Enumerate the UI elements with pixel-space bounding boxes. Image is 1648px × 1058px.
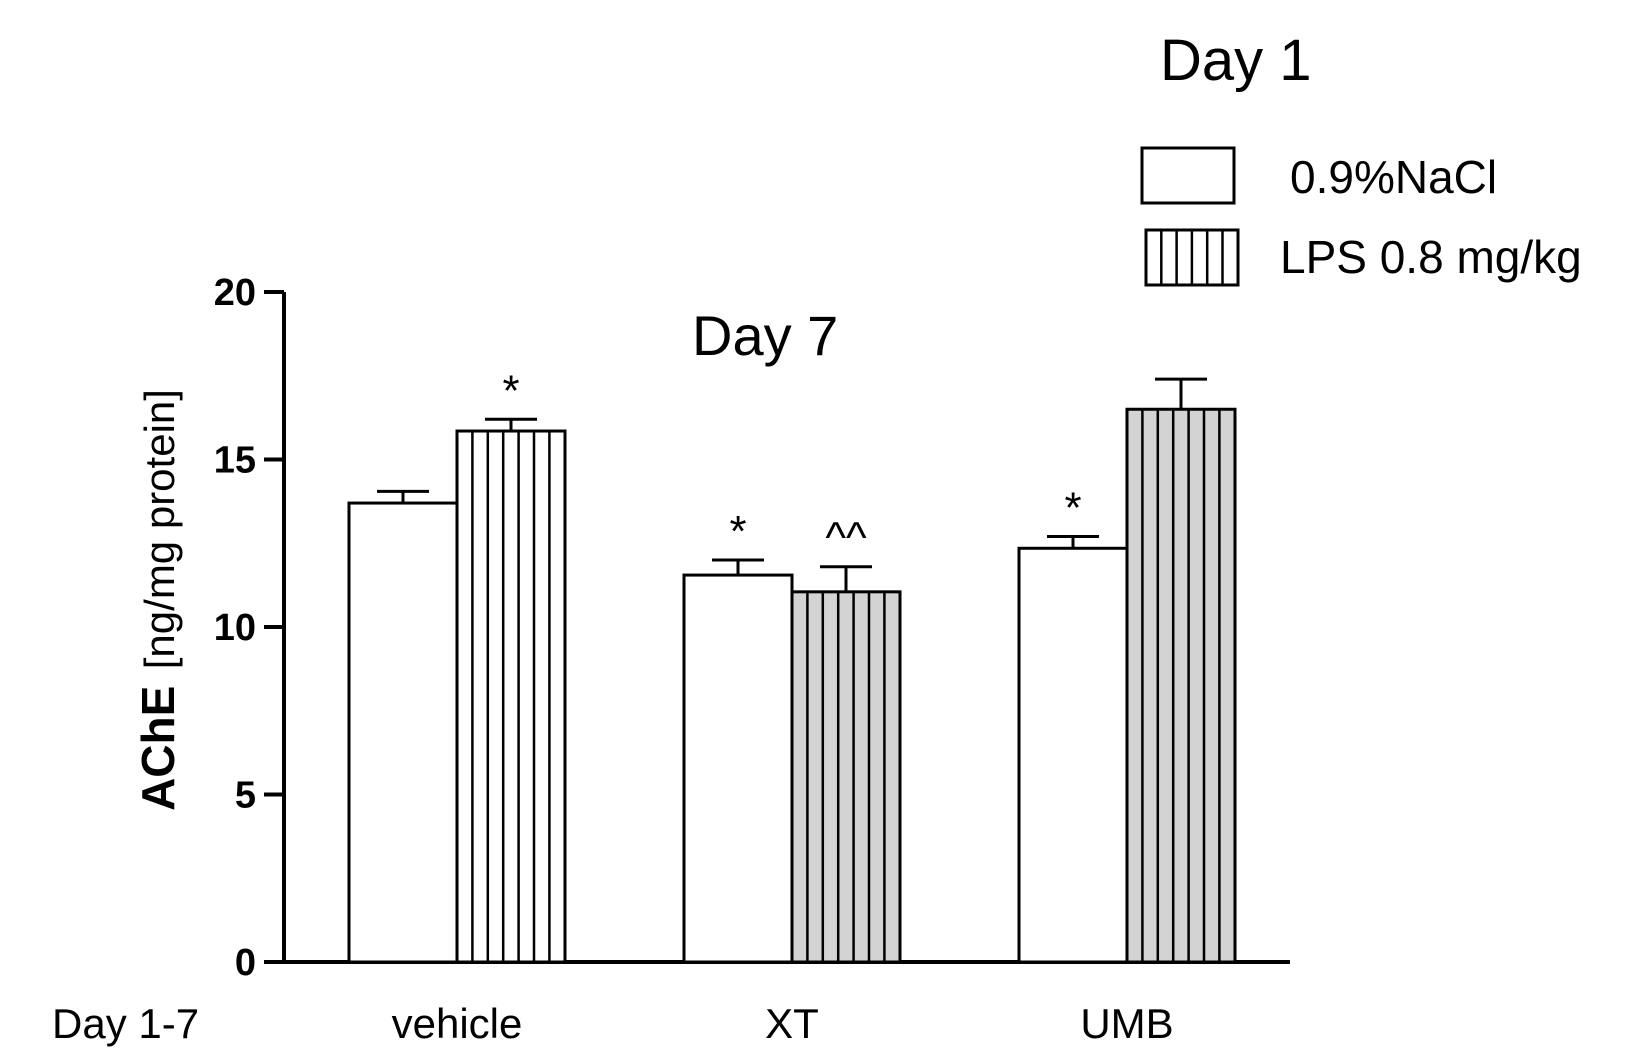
x-row-label: Day 1-7 [52, 1000, 199, 1047]
chart-title: Day 7 [692, 304, 838, 367]
bar-group-XT-1: ^^ [790, 514, 902, 964]
y-tick-label: 5 [235, 775, 256, 817]
legend-swatch-nacl [1140, 146, 1236, 205]
bar-group-XT-0: * [682, 507, 794, 964]
bar [1125, 407, 1237, 964]
significance-marker: * [729, 507, 746, 556]
bar-group-vehicle-1: * [455, 366, 567, 964]
bar-group-vehicle-0 [347, 489, 459, 964]
y-axis-label: AChE [ng/mg protein] [132, 389, 184, 811]
bars: * * ^^ * [347, 366, 1237, 964]
legend-label-lps: LPS 0.8 mg/kg [1280, 231, 1582, 283]
bar-group-UMB-1 [1125, 377, 1237, 964]
y-tick-label: 10 [214, 607, 256, 649]
significance-marker: ^^ [825, 514, 867, 563]
legend-label-nacl: 0.9%NaCl [1290, 151, 1497, 203]
bar [455, 429, 567, 964]
legend: Day 1 0.9%NaCl LPS 0.8 mg/kg [1140, 28, 1582, 287]
y-ticks: 0 5 10 15 20 [214, 272, 284, 984]
legend-swatch-lps [1144, 228, 1240, 287]
y-tick-label: 15 [214, 440, 256, 482]
y-tick-label: 0 [235, 942, 256, 984]
x-labels: vehicle XT UMB [392, 1000, 1174, 1047]
significance-marker: * [502, 366, 519, 415]
y-axis-label-measure: AChE [132, 686, 184, 811]
bar [1017, 546, 1129, 964]
y-axis-label-unit: [ng/mg protein] [136, 389, 183, 669]
significance-marker: * [1064, 484, 1081, 533]
bar [682, 573, 794, 964]
x-category-label: vehicle [392, 1000, 523, 1047]
y-tick-label: 20 [214, 272, 256, 314]
bar [347, 501, 459, 964]
bar-group-UMB-0: * [1017, 484, 1129, 964]
x-category-label: UMB [1080, 1000, 1173, 1047]
x-category-label: XT [765, 1000, 819, 1047]
legend-title: Day 1 [1160, 28, 1312, 93]
